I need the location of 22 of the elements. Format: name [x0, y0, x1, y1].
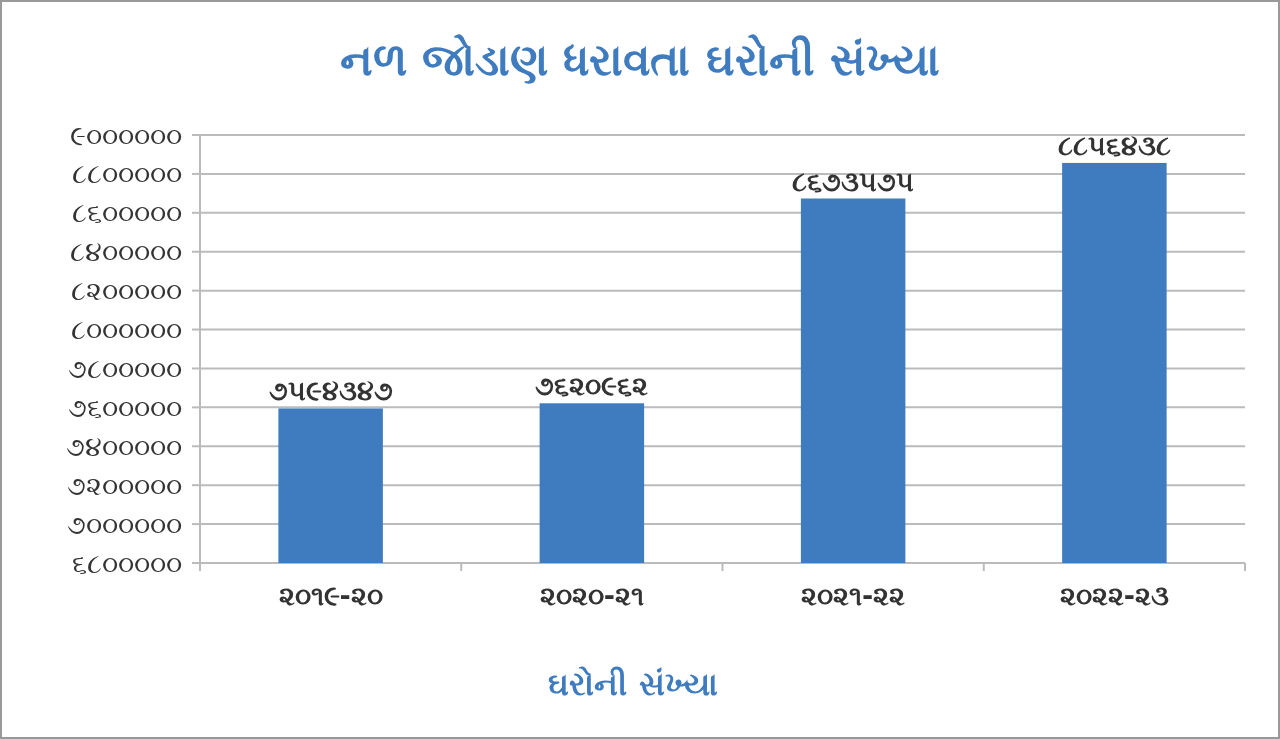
x-tick-label: ૨૦૨૨-૨૩	[1059, 580, 1169, 611]
x-axis-title: ઘરોની સંખ્યા	[548, 665, 718, 703]
y-tick-label: ૯૦૦૦૦૦૦	[70, 119, 182, 151]
data-label: ૭૬૨૦૯૬૨	[535, 370, 649, 402]
x-tick-label: ૨૦૨૧-૨૨	[801, 580, 906, 611]
y-tick-label: ૭૮૦૦૦૦૦	[68, 352, 182, 384]
y-tick-label: ૮૨૦૦૦૦૦	[71, 275, 182, 307]
y-tick-label: ૮૮૦૦૦૦૦	[72, 158, 182, 190]
y-tick-label: ૮૦૦૦૦૦૦	[71, 314, 182, 346]
y-tick-label: ૭૪૦૦૦૦૦	[66, 430, 182, 462]
y-tick-label: ૭૦૦૦૦૦૦	[67, 508, 182, 540]
x-tick-label: ૨૦૧૯-૨૦	[278, 580, 383, 611]
data-label: ૮૮૫૬૪૩૮	[1057, 129, 1171, 161]
y-tick-label: ૭૨૦૦૦૦૦	[67, 469, 182, 501]
y-tick-label: ૮૪૦૦૦૦૦	[70, 236, 182, 268]
data-label: ૭૫૯૪૩૪૭	[268, 375, 393, 407]
y-tick-label: ૭૬૦૦૦૦૦	[68, 391, 182, 423]
data-label: ૮૬૭૩૫૭૫	[792, 165, 915, 197]
x-tick-label: ૨૦૨૦-૨૧	[539, 580, 644, 611]
y-tick-label: ૬૮૦૦૦૦૦	[72, 547, 182, 579]
chart-title: નળ જોડાણ ધરાવતા ઘરોની સંખ્યા	[339, 34, 941, 85]
y-tick-label: ૮૬૦૦૦૦૦	[72, 197, 182, 229]
